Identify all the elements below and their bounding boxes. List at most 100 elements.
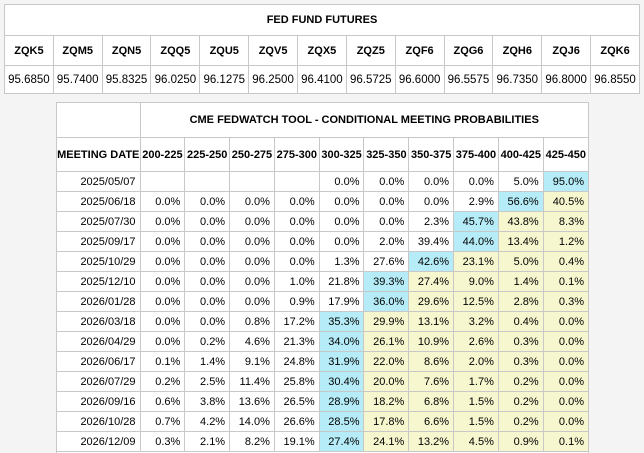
futures-title: FED FUND FUTURES [5,5,639,36]
probability-cell: 43.8% [497,211,544,232]
meeting-date: 2026/10/28 [57,411,141,432]
probability-cell: 19.1% [273,431,320,452]
probability-cell: 0.0% [229,291,275,312]
probability-cell: 0.0% [542,331,588,352]
futures-price: 96.0250 [150,65,201,93]
probability-cell: 56.6% [497,191,544,212]
probability-cell [184,171,231,192]
probability-cell: 10.9% [408,331,455,352]
corner-cell [57,103,141,138]
probability-cell: 95.0% [542,171,588,192]
probability-cell: 21.3% [273,331,320,352]
probability-cell: 17.2% [273,311,320,332]
meeting-row: 2025/10/29 0.0% 0.0% 0.0% 0.0% 1.3% 27.6% 42.6%… [57,251,588,272]
futures-code-row: ZQK5 ZQM5 ZQN5 ZQQ5 ZQU5 ZQV5 ZQX5 ZQZ5 ZQF6 ZQG6… [5,35,639,66]
probability-cell: 7.6% [408,371,455,392]
probability-cell: 0.2% [184,331,231,352]
probability-cell: 34.0% [318,331,365,352]
futures-price-row: 95.6850 95.7400 95.8325 96.0250 96.1275 96.25… [5,65,639,93]
probability-cell: 0.0% [318,191,365,212]
futures-price: 96.5575 [443,65,494,93]
probability-cell: 0.7% [139,411,186,432]
probability-cell: 20.0% [363,371,410,392]
probability-cell: 1.4% [184,351,231,372]
probability-cell [139,171,186,192]
probability-cell: 29.9% [363,311,410,332]
probability-cell: 40.5% [542,191,588,212]
probability-cell: 0.1% [542,271,588,292]
probability-cell: 0.0% [229,211,275,232]
probability-cell: 0.0% [139,251,186,272]
probability-cell: 8.6% [408,351,455,372]
probability-cell: 0.0% [318,211,365,232]
probability-cell: 4.6% [229,331,275,352]
probability-cell: 0.0% [542,391,588,412]
meeting-row: 2025/05/07 0.0% 0.0% 0.0% 0.0% 5.0% 95.0% [57,171,588,192]
futures-price: 96.8550 [590,65,639,93]
probability-cell: 0.0% [229,231,275,252]
meeting-date: 2026/07/29 [57,371,141,392]
probability-cell: 0.0% [273,231,320,252]
probability-cell: 0.0% [139,271,186,292]
meeting-date-header: MEETING DATE [57,137,141,172]
probability-cell: 2.0% [363,231,410,252]
rate-range-header: 250-275 [229,137,275,172]
rate-range-header: 375-400 [453,137,499,172]
meeting-row: 2025/07/30 0.0% 0.0% 0.0% 0.0% 0.0% 0.0% 2.3% 45… [57,211,588,232]
probability-cell: 0.0% [542,351,588,372]
probability-cell: 0.0% [184,211,231,232]
probability-cell: 0.0% [542,411,588,432]
futures-code: ZQN5 [101,35,152,66]
probability-cell: 13.2% [408,431,455,452]
probability-cell: 2.9% [453,191,499,212]
probability-cell: 0.0% [542,311,588,332]
probability-cell: 45.7% [453,211,499,232]
probability-cell: 0.0% [273,191,320,212]
futures-code: ZQM5 [52,35,103,66]
probability-cell: 17.9% [318,291,365,312]
futures-price: 96.1275 [199,65,250,93]
probability-cell: 1.5% [453,411,499,432]
probability-cell: 0.2% [497,411,544,432]
probability-cell: 28.5% [318,411,365,432]
probability-cell: 5.0% [497,251,544,272]
probability-cell: 24.1% [363,431,410,452]
probability-cell: 0.0% [363,211,410,232]
probability-cell: 0.0% [184,251,231,272]
meeting-row: 2025/12/10 0.0% 0.0% 0.0% 1.0% 21.8% 39.3% 27.4… [57,271,588,292]
meeting-row: 2026/03/18 0.0% 0.0% 0.8% 17.2% 35.3% 29.9% 13.… [57,311,588,332]
probability-cell: 1.2% [542,231,588,252]
meeting-row: 2026/10/28 0.7% 4.2% 14.0% 26.6% 28.5% 17.8% 6.… [57,411,588,432]
probability-cell: 0.0% [139,311,186,332]
probability-cell: 13.4% [497,231,544,252]
fedwatch-panel: CME FEDWATCH TOOL - CONDITIONAL MEETING … [56,102,589,453]
probability-cell: 9.1% [229,351,275,372]
probability-cell: 42.6% [408,251,455,272]
probability-cell: 9.0% [453,271,499,292]
meeting-date: 2026/01/28 [57,291,141,312]
futures-code: ZQJ6 [541,35,592,66]
meeting-date: 2025/06/18 [57,191,141,212]
meeting-date: 2026/03/18 [57,311,141,332]
rate-range-header: 275-300 [273,137,320,172]
probability-cell: 0.0% [184,231,231,252]
meeting-row: 2025/06/18 0.0% 0.0% 0.0% 0.0% 0.0% 0.0% 0.0% 2.… [57,191,588,212]
probability-cell: 6.6% [408,411,455,432]
futures-code: ZQG6 [443,35,494,66]
probability-cell: 0.0% [408,191,455,212]
probability-cell: 1.5% [453,391,499,412]
probability-cell: 13.1% [408,311,455,332]
probability-cell: 36.0% [363,291,410,312]
futures-price: 95.8325 [101,65,152,93]
fedwatch-table: CME FEDWATCH TOOL - CONDITIONAL MEETING … [57,103,588,452]
probability-cell: 0.9% [273,291,320,312]
probability-cell: 0.0% [363,171,410,192]
probability-cell: 8.2% [229,431,275,452]
probability-cell: 0.0% [139,231,186,252]
rate-range-header: 350-375 [408,137,455,172]
probability-cell: 0.8% [229,311,275,332]
probability-cell: 1.3% [318,251,365,272]
fed-fund-futures-panel: FED FUND FUTURES ZQK5 ZQM5 ZQN5 ZQQ5 ZQU5 ZQV… [4,4,640,94]
probability-cell: 2.0% [453,351,499,372]
probability-cell: 0.3% [542,291,588,312]
